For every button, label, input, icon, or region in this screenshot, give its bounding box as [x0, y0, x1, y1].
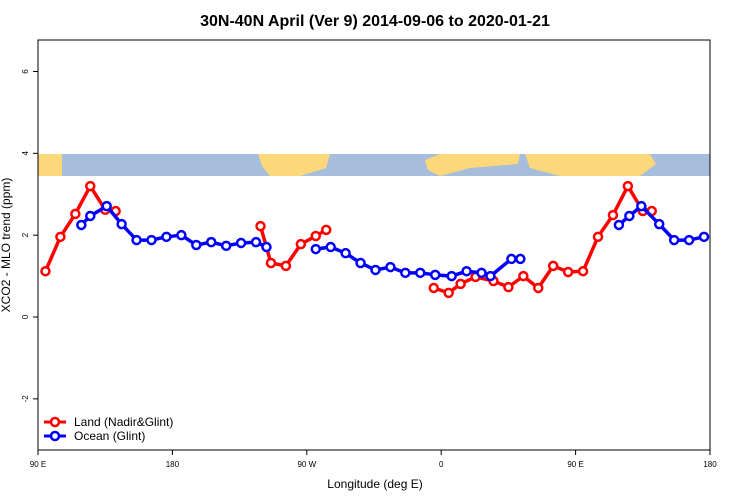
y-tick-label: 2: [21, 232, 30, 237]
data-point: [116, 218, 127, 230]
legend-label: Ocean (Glint): [74, 429, 145, 443]
x-tick-label: 90 W: [297, 460, 316, 469]
data-point: [668, 234, 680, 246]
data-point: [461, 265, 472, 277]
data-point: [443, 287, 454, 299]
chart-title: 30N-40N April (Ver 9) 2014-09-06 to 2020…: [200, 13, 550, 30]
data-point: [191, 239, 202, 251]
data-point: [385, 261, 396, 273]
data-point: [85, 180, 96, 192]
data-point: [220, 240, 232, 252]
data-point: [415, 267, 426, 279]
data-point: [485, 270, 496, 282]
plot-frame: [37, 39, 711, 451]
y-tick-label: 4: [21, 151, 30, 156]
data-point: [476, 267, 487, 279]
data-point: [146, 234, 157, 246]
y-tick-label: -2: [21, 395, 30, 403]
data-point: [515, 253, 526, 265]
data-point: [320, 224, 332, 236]
data-point: [533, 282, 544, 294]
data-point: [250, 236, 262, 248]
data-point: [370, 264, 381, 276]
y-axis-label: XCO2 - MLO trend (ppm): [0, 178, 13, 313]
data-point: [295, 238, 307, 250]
data-point: [653, 218, 665, 230]
data-point: [131, 234, 142, 246]
data-point: [261, 241, 272, 253]
data-point: [76, 219, 87, 231]
data-point: [161, 231, 172, 243]
legend-label: Land (Nadir&Glint): [74, 415, 173, 429]
data-point: [235, 237, 247, 249]
data-point: [683, 234, 695, 246]
data-point: [40, 265, 51, 277]
data-point: [265, 257, 277, 269]
data-point: [518, 270, 529, 282]
data-point: [503, 281, 514, 293]
legend-marker: [49, 430, 61, 442]
data-point: [55, 231, 66, 243]
data-point: [698, 231, 710, 243]
y-tick-label: 6: [21, 69, 30, 74]
legend-marker: [49, 416, 61, 428]
data-point: [577, 265, 589, 277]
data-point: [506, 253, 517, 265]
data-point: [340, 247, 351, 259]
data-point: [624, 210, 635, 222]
data-point: [101, 200, 112, 212]
data-point: [176, 229, 187, 241]
y-tick-label: 0: [21, 314, 30, 319]
data-point: [205, 236, 217, 248]
data-point: [310, 243, 322, 255]
data-point: [613, 219, 625, 231]
data-point: [429, 269, 441, 281]
x-tick-label: 0: [439, 460, 444, 469]
data-point: [607, 209, 619, 221]
data-point: [562, 266, 574, 278]
x-tick-label: 180: [166, 460, 180, 469]
x-tick-label: 90 E: [30, 460, 46, 469]
data-point: [70, 208, 81, 220]
data-point: [547, 260, 559, 272]
data-point: [310, 230, 322, 242]
data-point: [636, 200, 647, 212]
data-point: [622, 180, 634, 192]
x-axis-label: Longitude (deg E): [327, 477, 422, 491]
data-point: [428, 282, 439, 294]
data-point: [85, 210, 96, 222]
data-point: [325, 241, 336, 253]
data-point: [280, 260, 292, 272]
x-tick-label: 90 E: [567, 460, 583, 469]
map-strip: [38, 154, 710, 176]
data-point: [400, 267, 411, 279]
x-tick-label: 180: [703, 460, 717, 469]
data-point: [455, 278, 466, 290]
data-point: [446, 270, 457, 282]
data-point: [592, 231, 604, 243]
data-point: [255, 220, 266, 232]
data-point: [355, 257, 366, 269]
